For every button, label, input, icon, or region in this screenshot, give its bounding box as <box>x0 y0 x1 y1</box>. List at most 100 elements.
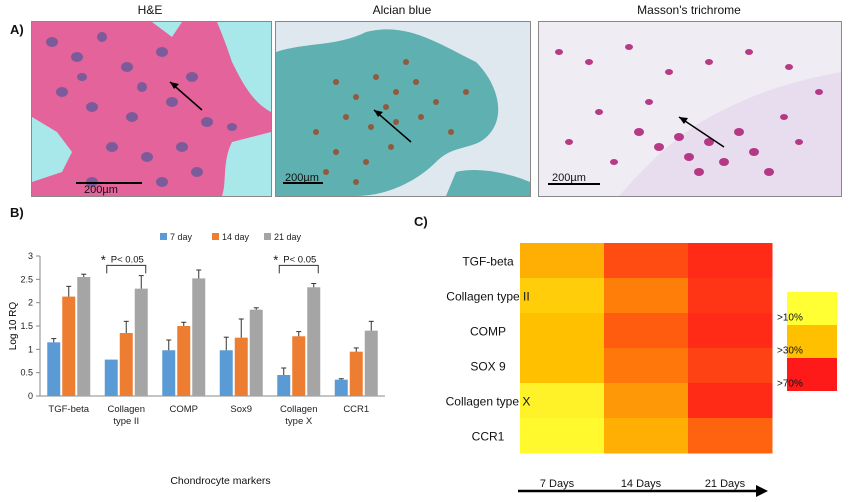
heat-legend-label: >70% <box>777 379 803 390</box>
bar <box>47 342 61 396</box>
masson-scale-bar <box>548 183 600 185</box>
y-tick-label: 1 <box>28 344 33 354</box>
bar <box>177 326 191 396</box>
heatmap-cell <box>604 383 689 419</box>
heat-legend-swatch <box>787 358 837 391</box>
bar <box>307 287 321 396</box>
alcian-micrograph <box>275 21 531 197</box>
bar <box>334 379 348 396</box>
bar <box>134 288 148 396</box>
heatmap-column-label: 7 Days <box>540 478 575 490</box>
alcian-micrograph-drawing <box>276 22 530 196</box>
alcian-scale-label: 200µm <box>285 172 319 184</box>
category-label: type II <box>113 416 139 427</box>
heatmap-cell <box>520 243 605 279</box>
bar <box>292 336 306 396</box>
category-label: Sox9 <box>230 404 252 415</box>
legend-label: 14 day <box>222 232 250 242</box>
heatmap-row-label: COMP <box>470 325 506 339</box>
heatmap-cell <box>604 418 689 454</box>
heatmap-cell <box>520 383 605 419</box>
y-tick-label: 3 <box>28 251 33 261</box>
heatmap-row-label: Collagen type II <box>446 290 529 304</box>
significance-bracket <box>278 264 319 274</box>
heatmap-cell <box>688 243 773 279</box>
heatmap-cell <box>520 278 605 314</box>
heatmap-row-label: SOX 9 <box>470 360 506 374</box>
x-axis-label: Chondrocyte markers <box>170 475 270 487</box>
y-tick-label: 0 <box>28 391 33 401</box>
heatmap-cell <box>520 313 605 349</box>
heatmap-cell <box>688 383 773 419</box>
heatmap-cell <box>688 418 773 454</box>
legend-swatch <box>160 233 167 240</box>
heatmap-cell <box>688 278 773 314</box>
bar <box>162 350 176 396</box>
category-label: COMP <box>170 404 199 415</box>
masson-title: Masson's trichrome <box>637 3 741 17</box>
bar <box>119 333 133 396</box>
legend-label: 21 day <box>274 232 302 242</box>
bar <box>192 278 206 396</box>
category-label: TGF-beta <box>48 404 89 415</box>
significance-star: * <box>101 252 106 267</box>
he-micrograph-drawing <box>32 22 271 196</box>
heatmap-cell <box>604 278 689 314</box>
legend-swatch <box>264 233 271 240</box>
y-tick-label: 1.5 <box>20 321 33 331</box>
significance-label: P< 0.05 <box>283 254 316 265</box>
alcian-scale-bar <box>283 182 323 184</box>
heatmap-cell <box>604 313 689 349</box>
significance-star: * <box>273 252 278 267</box>
alcian-title: Alcian blue <box>372 3 432 17</box>
heat-legend-swatch <box>787 325 837 358</box>
heat-legend-swatch <box>787 292 837 325</box>
heatmap-column-label: 14 Days <box>621 478 662 490</box>
y-tick-label: 2.5 <box>20 274 33 284</box>
bar-chart: 0 0.5 1 1.5 2 2.5 3 Log 10 RQ 7 day 14 day 21 day T… <box>8 232 385 487</box>
he-title: H&E <box>137 3 163 17</box>
y-tick-label: 0.5 <box>20 368 33 378</box>
bar <box>77 277 91 396</box>
legend-swatch <box>212 233 219 240</box>
heatmap-cell <box>688 313 773 349</box>
category-label: type X <box>285 416 313 427</box>
bar <box>104 359 118 396</box>
heatmap-row-label: CCR1 <box>472 430 505 444</box>
bar <box>219 350 233 396</box>
time-arrow-head <box>756 485 768 497</box>
heat-legend-label: >30% <box>777 346 803 357</box>
heatmap-cell <box>520 348 605 384</box>
bar <box>349 351 363 396</box>
heatmap-cell <box>604 243 689 279</box>
heatmap: TGF-beta Collagen type II COMP SOX 9 Collage… <box>446 243 837 497</box>
bar <box>364 330 378 396</box>
bar <box>277 375 291 396</box>
bar <box>62 296 76 396</box>
he-micrograph <box>31 21 272 197</box>
panel-a-letter: A) <box>10 22 24 37</box>
heatmap-cell <box>604 348 689 384</box>
heatmap-row-label: TGF-beta <box>462 255 514 269</box>
y-tick-label: 2 <box>28 298 33 308</box>
heatmap-cell <box>520 418 605 454</box>
category-label: CCR1 <box>343 404 369 415</box>
heat-legend-label: >10% <box>777 313 803 324</box>
bar <box>234 337 248 396</box>
masson-micrograph <box>538 21 842 197</box>
category-label: Collagen <box>108 404 146 415</box>
panel-c-letter: C) <box>414 214 428 229</box>
significance-bracket <box>106 264 147 274</box>
masson-micrograph-drawing <box>539 22 841 196</box>
category-label: Collagen <box>280 404 318 415</box>
heatmap-row-label: Collagen type X <box>446 395 531 409</box>
significance-label: P< 0.05 <box>111 254 144 265</box>
y-axis-label: Log 10 RQ <box>8 302 19 351</box>
panel-b-letter: B) <box>10 205 24 220</box>
heatmap-column-label: 21 Days <box>705 478 746 490</box>
legend-label: 7 day <box>170 232 193 242</box>
masson-scale-label: 200µm <box>552 172 586 184</box>
he-scale-label: 200µm <box>84 184 118 196</box>
heatmap-cell <box>688 348 773 384</box>
he-scale-bar <box>76 182 142 184</box>
